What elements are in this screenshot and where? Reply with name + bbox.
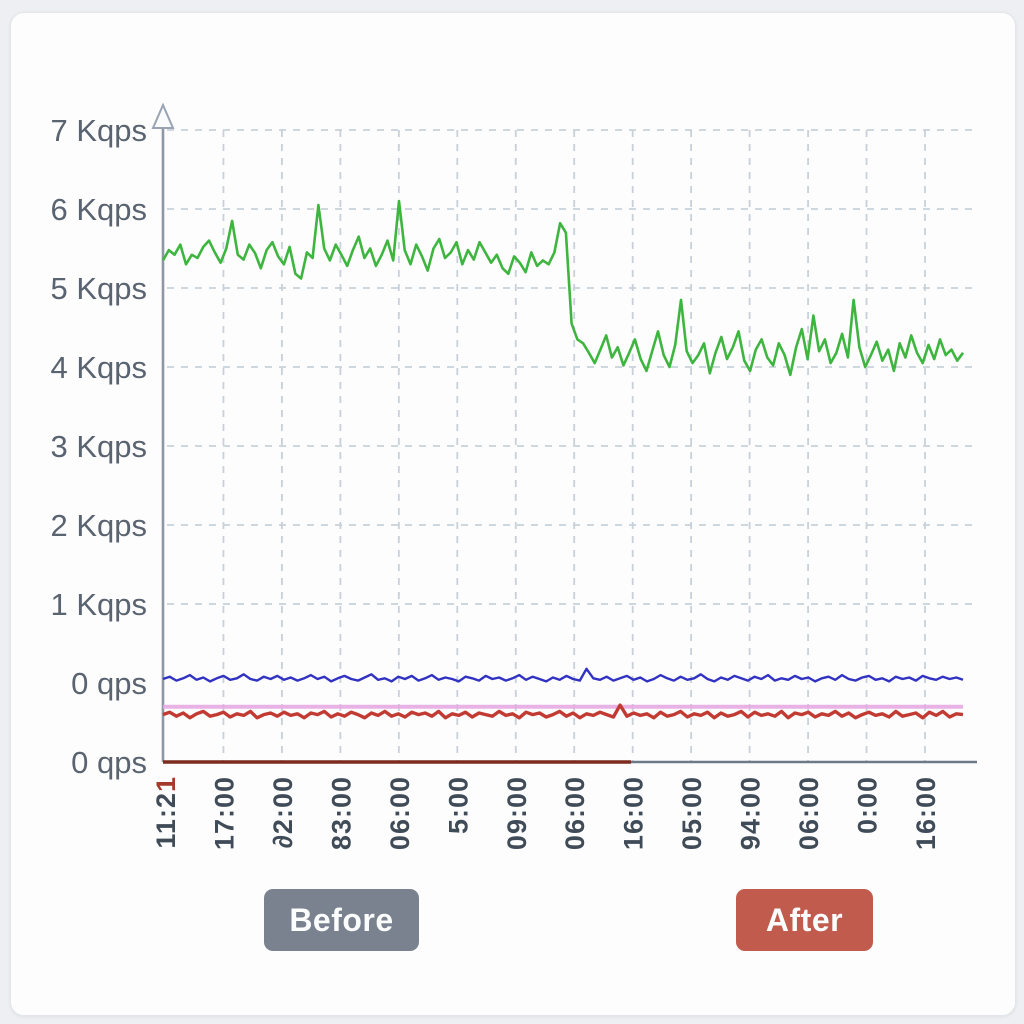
before-button[interactable]: Before xyxy=(264,889,419,951)
y-tick-label: 7 Kqps xyxy=(50,113,147,148)
y-axis-arrow-icon xyxy=(151,102,175,129)
x-tick-label: 16:00 xyxy=(911,776,941,850)
tertiary-qps-red-line xyxy=(162,703,964,720)
x-tick-label: 94:00 xyxy=(736,776,766,850)
x-tick-label: 09:00 xyxy=(502,776,532,850)
x-tick-label: 11:21 xyxy=(151,776,181,849)
secondary-qps-blue-line xyxy=(162,667,964,683)
x-tick-label: 06:00 xyxy=(794,776,824,850)
x-tick-label: 83:00 xyxy=(326,776,356,850)
x-tick-label: 0:00 xyxy=(853,776,883,834)
y-tick-label: 1 Kqps xyxy=(50,587,147,622)
y-tick-label: 5 Kqps xyxy=(50,271,147,306)
y-tick-label: 2 Kqps xyxy=(50,508,147,543)
y-tick-label: 4 Kqps xyxy=(50,350,147,385)
y-tick-label: 3 Kqps xyxy=(50,429,147,464)
after-button[interactable]: After xyxy=(736,889,873,951)
x-tick-label: 06:00 xyxy=(385,776,415,850)
chart-card xyxy=(10,12,1016,1016)
x-tick-label: ∂2:00 xyxy=(268,776,298,848)
series-lines xyxy=(161,199,965,764)
y-axis-labels: 7 Kqps 6 Kqps 5 Kqps 4 Kqps 3 Kqps 2 Kqps 1 Kq… xyxy=(50,113,147,780)
x-tick-label: 5:00 xyxy=(443,776,473,834)
x-tick-label: 17:00 xyxy=(209,776,239,850)
x-tick-label: 05:00 xyxy=(677,776,707,850)
grid-lines xyxy=(167,129,972,762)
x-tick-label: 16:00 xyxy=(619,776,649,850)
x-tick-label: 06:00 xyxy=(560,776,590,850)
y-tick-label: 0 qps xyxy=(71,745,147,780)
x-axis-labels: 11:21 17:00 ∂2:00 83:00 06:00 5:00 09:00 06:00 1… xyxy=(151,776,941,850)
y-tick-label: 0 qps xyxy=(71,666,147,701)
axes xyxy=(151,102,977,764)
primary-qps-green-line xyxy=(161,199,965,377)
y-tick-label: 6 Kqps xyxy=(50,192,147,227)
